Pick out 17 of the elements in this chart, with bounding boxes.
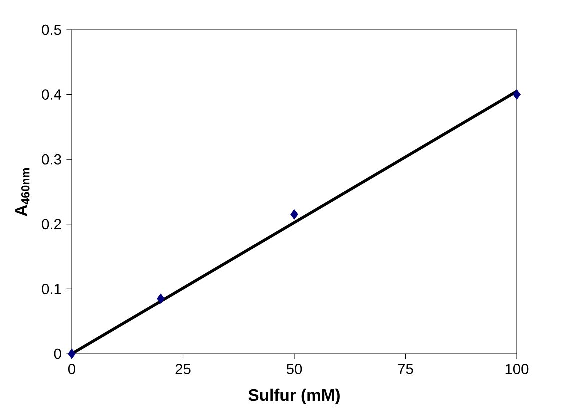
point: [513, 90, 521, 100]
y-tick-label: 0: [54, 348, 62, 360]
x-tick-label: 25: [176, 364, 191, 374]
y-tick-label: 0.2: [42, 219, 62, 230]
y-axis-title: A$_{460nm}$: [16, 168, 30, 216]
x-tick-label: 100: [506, 364, 529, 374]
y-tick-label: 0.1: [42, 284, 62, 294]
y-tick-label: 0.5: [42, 24, 62, 36]
x-axis-title: Sulfur (mM): [248, 388, 340, 404]
y-tick-label: 0.4: [42, 90, 62, 100]
x-tick-label: 0: [68, 364, 76, 374]
point: [290, 210, 298, 220]
x-tick-label: 50: [286, 364, 302, 374]
point: [68, 348, 76, 360]
point: [157, 294, 165, 304]
x-tick-label: 75: [398, 364, 414, 374]
y-tick-label: 0.3: [42, 154, 62, 165]
